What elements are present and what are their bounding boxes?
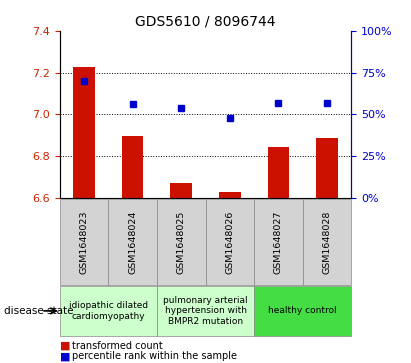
Text: GSM1648027: GSM1648027 [274,210,283,274]
Text: pulmonary arterial
hypertension with
BMPR2 mutation: pulmonary arterial hypertension with BMP… [163,296,248,326]
Text: GSM1648026: GSM1648026 [225,210,234,274]
Text: percentile rank within the sample: percentile rank within the sample [72,351,237,362]
Text: GSM1648024: GSM1648024 [128,210,137,274]
Bar [73,68,95,198]
Text: ■: ■ [60,351,70,362]
Bar [122,136,143,198]
Text: ■: ■ [60,340,70,351]
Bar [219,192,241,198]
Text: idiopathic dilated
cardiomyopathy: idiopathic dilated cardiomyopathy [69,301,148,321]
Bar [316,138,338,198]
Text: GSM1648023: GSM1648023 [79,210,88,274]
Bar [268,147,289,198]
Bar [170,183,192,198]
Text: healthy control: healthy control [268,306,337,315]
Text: GSM1648025: GSM1648025 [177,210,186,274]
Text: GSM1648028: GSM1648028 [323,210,332,274]
Text: transformed count: transformed count [72,340,163,351]
Text: disease state: disease state [4,306,74,316]
Title: GDS5610 / 8096744: GDS5610 / 8096744 [135,14,276,28]
